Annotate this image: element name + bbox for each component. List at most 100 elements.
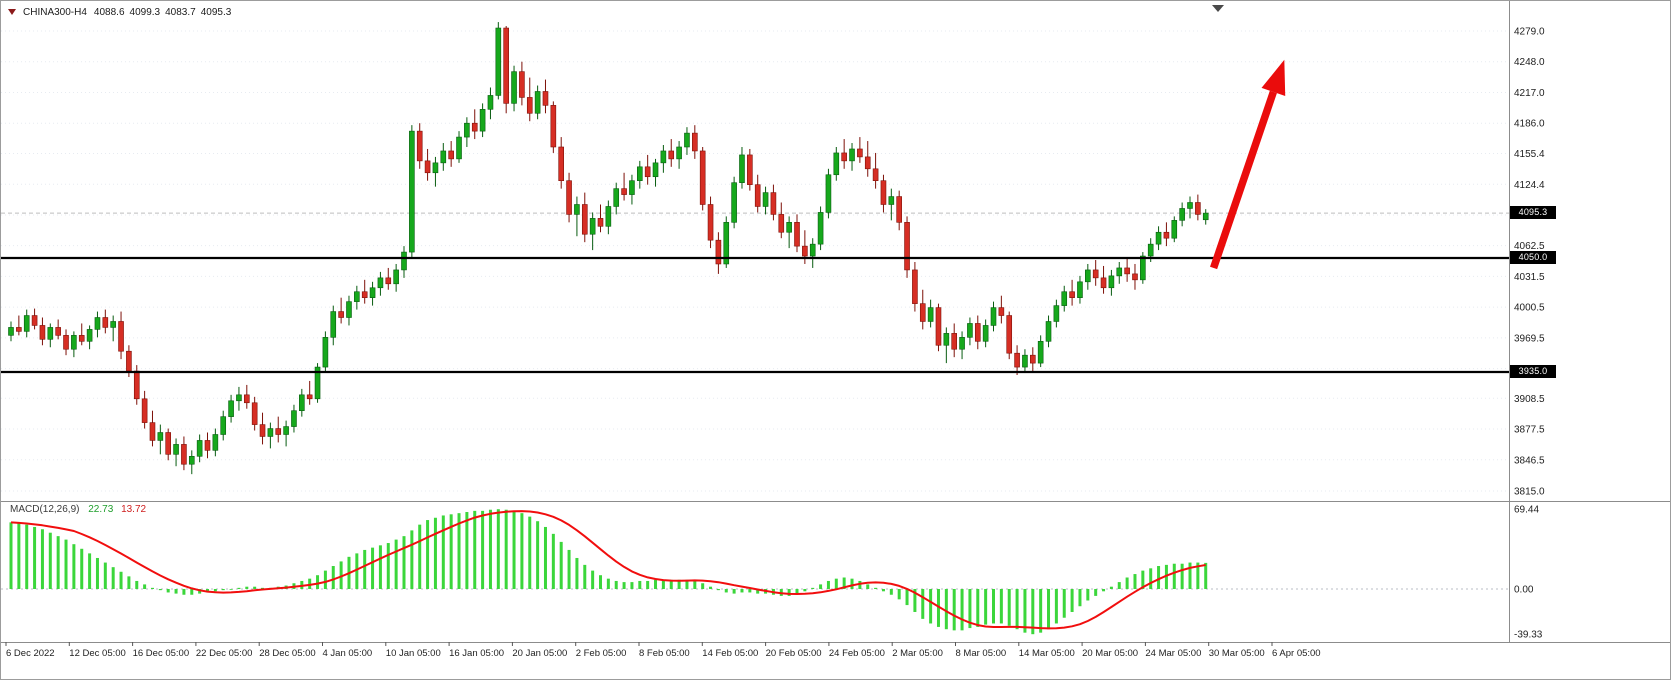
candle-body — [526, 97, 533, 114]
macd-histogram-bar — [174, 589, 178, 594]
candle-body — [432, 162, 439, 174]
macd-histogram-bar — [56, 536, 60, 589]
macd-histogram-bar — [834, 578, 838, 589]
macd-histogram-bar — [88, 553, 92, 589]
chart-shift-marker-icon[interactable] — [1212, 5, 1224, 12]
macd-main-value: 22.73 — [88, 504, 114, 515]
candle-body — [1045, 321, 1052, 342]
macd-histogram-bar — [1054, 589, 1058, 624]
ohlc-open: 4088.6 — [93, 6, 125, 18]
candle-body — [47, 327, 54, 340]
time-tick-label: 30 Mar 05:00 — [1209, 648, 1265, 659]
candle-body — [1030, 354, 1036, 364]
macd-histogram-bar — [858, 580, 862, 589]
macd-histogram-bar — [654, 579, 658, 589]
macd-histogram-bar — [1047, 589, 1051, 630]
macd-tick-label: 0.00 — [1514, 585, 1534, 596]
macd-histogram-bar — [127, 576, 131, 589]
macd-histogram-bar — [17, 523, 21, 589]
macd-histogram-bar — [441, 515, 445, 589]
candle-body — [369, 287, 376, 298]
symbol-marker-icon — [8, 9, 16, 15]
time-tick-label: 8 Mar 05:00 — [956, 648, 1007, 659]
candle-body — [204, 440, 211, 451]
macd-histogram-bar — [457, 513, 461, 589]
macd-histogram-bar — [567, 549, 571, 589]
macd-histogram-bar — [363, 549, 367, 589]
candle-body — [1179, 208, 1185, 221]
macd-histogram-bar — [897, 589, 901, 600]
macd-histogram-bar — [866, 584, 870, 589]
candle-body — [1108, 275, 1115, 289]
macd-histogram-bar — [630, 582, 634, 589]
time-tick-label: 20 Feb 05:00 — [766, 648, 822, 659]
candle-body — [299, 394, 305, 411]
candle-body — [684, 132, 690, 148]
candle-body — [251, 402, 258, 425]
macd-histogram-bar — [701, 583, 705, 589]
macd-signal-value: 13.72 — [121, 504, 147, 515]
macd-histogram-bar — [606, 578, 610, 589]
macd-histogram-bar — [237, 587, 241, 589]
candle-body — [534, 91, 541, 114]
macd-histogram-bar — [1141, 570, 1145, 589]
candle-body — [416, 130, 423, 162]
macd-histogram-bar — [1196, 562, 1200, 589]
macd-histogram-bar — [748, 589, 752, 593]
macd-histogram-bar — [103, 562, 107, 589]
candle-body — [86, 329, 93, 342]
time-tick-label: 22 Dec 05:00 — [196, 648, 253, 659]
price-tick-label: 3815.0 — [1514, 487, 1545, 498]
candle-body — [8, 327, 14, 336]
candle-body — [181, 444, 187, 465]
candle-body — [786, 222, 792, 233]
time-tick-label: 28 Dec 05:00 — [259, 648, 316, 659]
macd-histogram-bar — [1015, 589, 1019, 630]
candle-body — [692, 132, 698, 152]
macd-histogram-bar — [1094, 589, 1098, 596]
macd-histogram-bar — [520, 513, 524, 589]
macd-histogram-bar — [355, 553, 359, 589]
trend-arrow-shaft[interactable] — [1210, 90, 1277, 270]
macd-histogram-bar — [308, 578, 312, 589]
candle-body — [157, 432, 164, 441]
candle-body — [857, 148, 863, 158]
candle-body — [927, 307, 934, 322]
candle-body — [1140, 255, 1146, 281]
candle-body — [825, 174, 832, 213]
macd-histogram-bar — [952, 589, 956, 631]
ohlc-close: 4095.3 — [200, 6, 232, 18]
macd-histogram-bar — [449, 514, 453, 589]
candle-body — [550, 105, 557, 148]
candle-body — [283, 426, 289, 435]
candle-body — [1116, 267, 1123, 277]
macd-histogram-bar — [95, 557, 99, 589]
macd-histogram-bar — [716, 589, 720, 591]
macd-histogram-bar — [536, 521, 540, 589]
macd-indicator-header: MACD(12,26,9) 22.73 13.72 — [10, 504, 146, 515]
price-tick-label: 4124.4 — [1514, 180, 1545, 191]
candle-body — [754, 184, 761, 207]
macd-histogram-bar — [1188, 562, 1192, 589]
candle-body — [542, 91, 549, 106]
macd-histogram-bar — [709, 586, 713, 589]
time-tick-label: 24 Feb 05:00 — [829, 648, 885, 659]
macd-histogram-bar — [1172, 563, 1176, 589]
candle-body — [982, 325, 989, 342]
candle-body — [919, 303, 926, 322]
macd-histogram-bar — [1102, 589, 1106, 592]
macd-histogram-bar — [936, 589, 940, 627]
trend-arrow-head[interactable] — [1261, 59, 1286, 96]
macd-histogram-bar — [1180, 563, 1184, 589]
macd-histogram-bar — [40, 529, 44, 589]
candle-body — [770, 192, 777, 215]
candle-body — [581, 204, 588, 235]
candle-body — [346, 301, 352, 318]
macd-histogram-bar — [1023, 589, 1027, 633]
candle-body — [173, 444, 179, 455]
candle-body — [456, 136, 462, 160]
macd-histogram-bar — [48, 532, 52, 589]
candle-body — [471, 122, 478, 132]
candle-body — [409, 130, 415, 253]
